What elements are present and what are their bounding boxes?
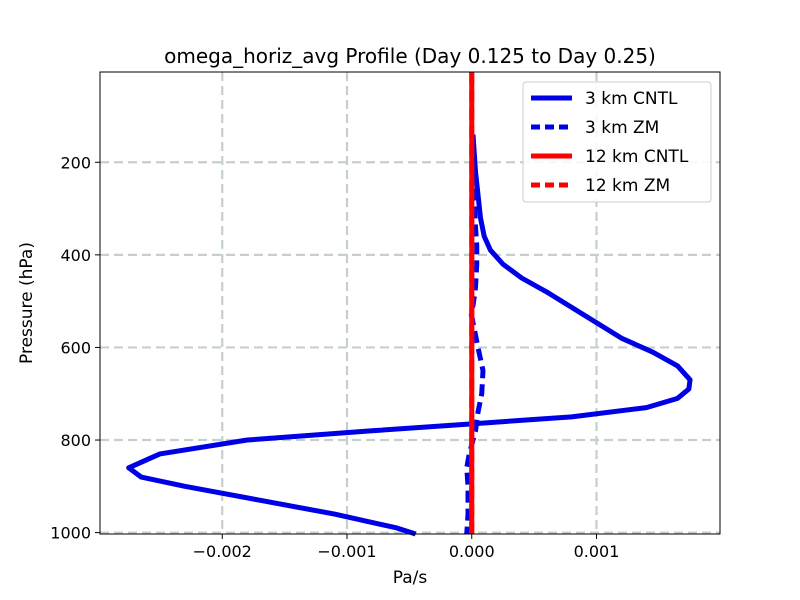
y-tick-label: 1000: [50, 524, 91, 543]
plot-area: [126, 72, 693, 537]
y-axis-label: Pressure (hPa): [17, 242, 37, 364]
x-axis-label: Pa/s: [393, 568, 428, 588]
series-line-3-km-zm: [464, 134, 486, 535]
legend: 3 km CNTL 3 km ZM 12 km CNTL 12 km ZM: [522, 81, 712, 203]
y-tick-label: 400: [60, 246, 91, 265]
x-tick-label: −0.002: [193, 542, 252, 561]
legend-entry: 3 km ZM: [585, 118, 659, 138]
axis-ticks: −0.002 −0.001 0.000 0.001 200 400 600 800 1000: [50, 153, 619, 561]
chart-title: omega_horiz_avg Profile (Day 0.125 to Da…: [164, 44, 656, 68]
axes-frame: [99, 71, 721, 535]
x-tick-label: 0.001: [574, 542, 620, 561]
legend-entry: 12 km ZM: [585, 176, 670, 196]
legend-box: [522, 81, 712, 203]
x-tick-label: −0.001: [317, 542, 376, 561]
x-tick-label: 0.000: [449, 542, 495, 561]
legend-entry: 3 km CNTL: [585, 89, 678, 109]
series-line-3-km-cntl: [126, 134, 693, 537]
legend-entry: 12 km CNTL: [585, 147, 689, 167]
y-tick-label: 200: [60, 153, 91, 172]
y-tick-label: 800: [60, 431, 91, 450]
y-tick-label: 600: [60, 338, 91, 357]
